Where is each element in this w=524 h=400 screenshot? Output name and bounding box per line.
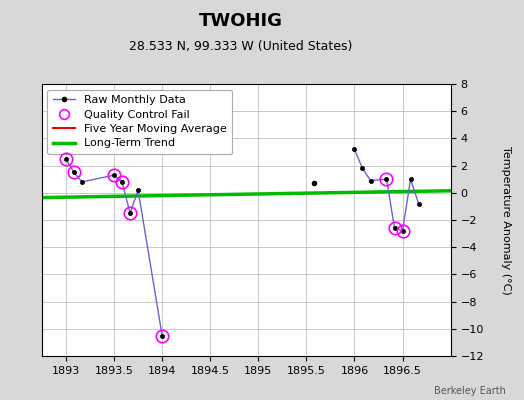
Quality Control Fail <box>384 177 390 182</box>
Quality Control Fail <box>391 226 398 230</box>
Y-axis label: Temperature Anomaly (°C): Temperature Anomaly (°C) <box>500 146 510 294</box>
Quality Control Fail <box>63 156 69 161</box>
Text: 28.533 N, 99.333 W (United States): 28.533 N, 99.333 W (United States) <box>129 40 353 53</box>
Legend: Raw Monthly Data, Quality Control Fail, Five Year Moving Average, Long-Term Tren: Raw Monthly Data, Quality Control Fail, … <box>48 90 233 154</box>
Text: TWOHIG: TWOHIG <box>199 12 283 30</box>
Quality Control Fail <box>399 228 406 233</box>
Quality Control Fail <box>159 333 165 338</box>
Quality Control Fail <box>71 170 77 175</box>
Text: Berkeley Earth: Berkeley Earth <box>434 386 506 396</box>
Quality Control Fail <box>119 180 125 184</box>
Quality Control Fail <box>127 211 133 216</box>
Line: Quality Control Fail: Quality Control Fail <box>60 152 409 342</box>
Quality Control Fail <box>111 173 117 178</box>
